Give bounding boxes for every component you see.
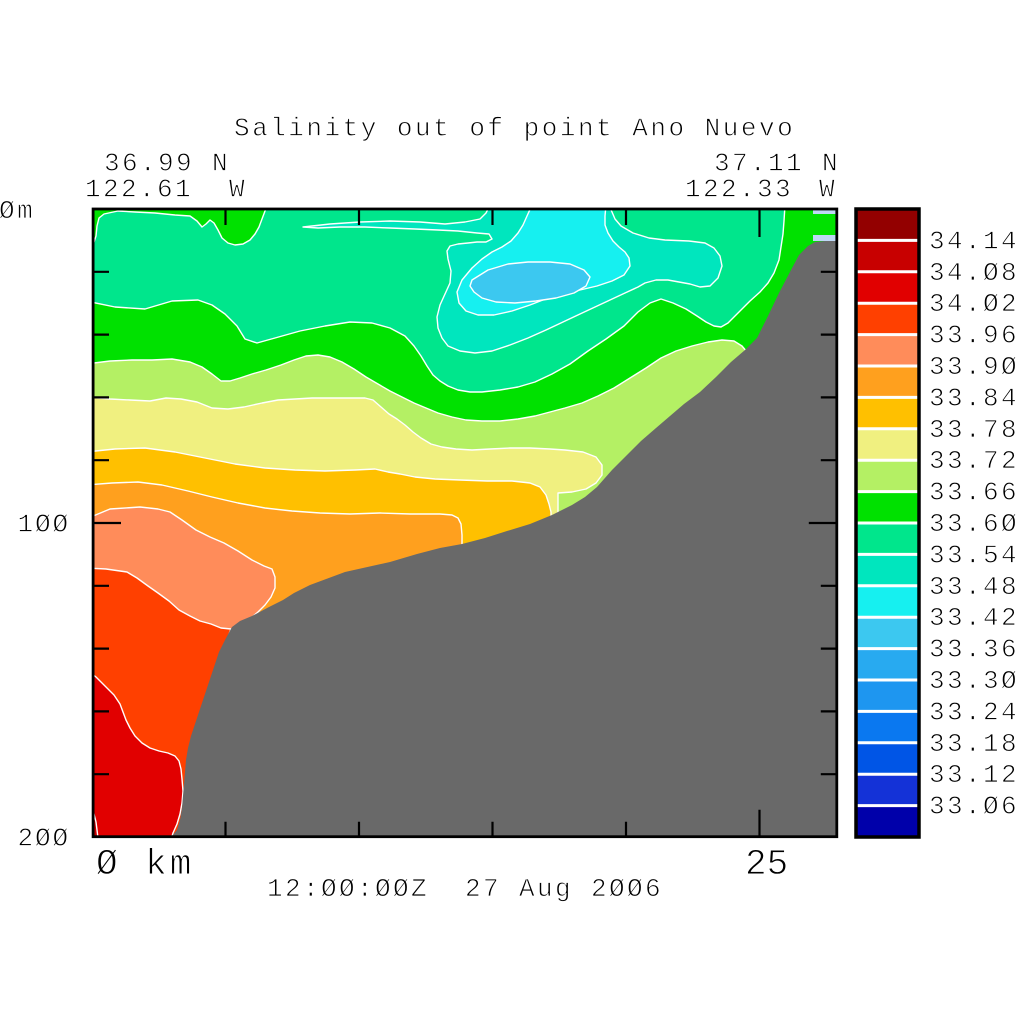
svg-text:33.72: 33.72 [929,446,1019,476]
svg-text:2ØØ: 2ØØ [18,824,71,854]
svg-text:1ØØ: 1ØØ [18,510,71,540]
svg-text:33.Ø6: 33.Ø6 [929,792,1019,822]
svg-text:33.18: 33.18 [929,729,1019,759]
svg-text:33.9Ø: 33.9Ø [929,352,1019,382]
svg-text:33.3Ø: 33.3Ø [929,666,1019,696]
svg-text:33.24: 33.24 [929,697,1019,727]
svg-text:12:ØØ:ØØZ 27 Aug 2ØØ6: 12:ØØ:ØØZ 27 Aug 2ØØ6 [267,874,663,904]
svg-text:33.96: 33.96 [929,321,1019,351]
svg-text:33.54: 33.54 [929,540,1019,570]
svg-text:122.61 W: 122.61 W [85,175,247,205]
svg-text:34.14: 34.14 [929,226,1019,256]
svg-text:33.84: 33.84 [929,383,1019,413]
svg-text:34.Ø2: 34.Ø2 [929,289,1019,319]
svg-text:33.66: 33.66 [929,478,1019,508]
svg-text:34.Ø8: 34.Ø8 [929,258,1019,288]
svg-text:25: 25 [745,844,788,885]
svg-text:33.36: 33.36 [929,635,1019,665]
svg-text:33.12: 33.12 [929,760,1019,790]
svg-text:W: W [819,175,837,205]
svg-text:37.11 N: 37.11 N [714,149,840,179]
svg-text:33.78: 33.78 [929,415,1019,445]
svg-text:33.48: 33.48 [929,572,1019,602]
svg-text:33.42: 33.42 [929,603,1019,633]
svg-text:122.33: 122.33 [685,175,793,205]
svg-text:Salinity out of point Ano Nuev: Salinity out of point Ano Nuevo [234,114,795,144]
svg-text:Ø km: Ø km [96,844,194,885]
svg-text:33.6Ø: 33.6Ø [929,509,1019,539]
svg-text:36.99 N: 36.99 N [104,149,230,179]
svg-text:Øm: Øm [0,196,35,226]
